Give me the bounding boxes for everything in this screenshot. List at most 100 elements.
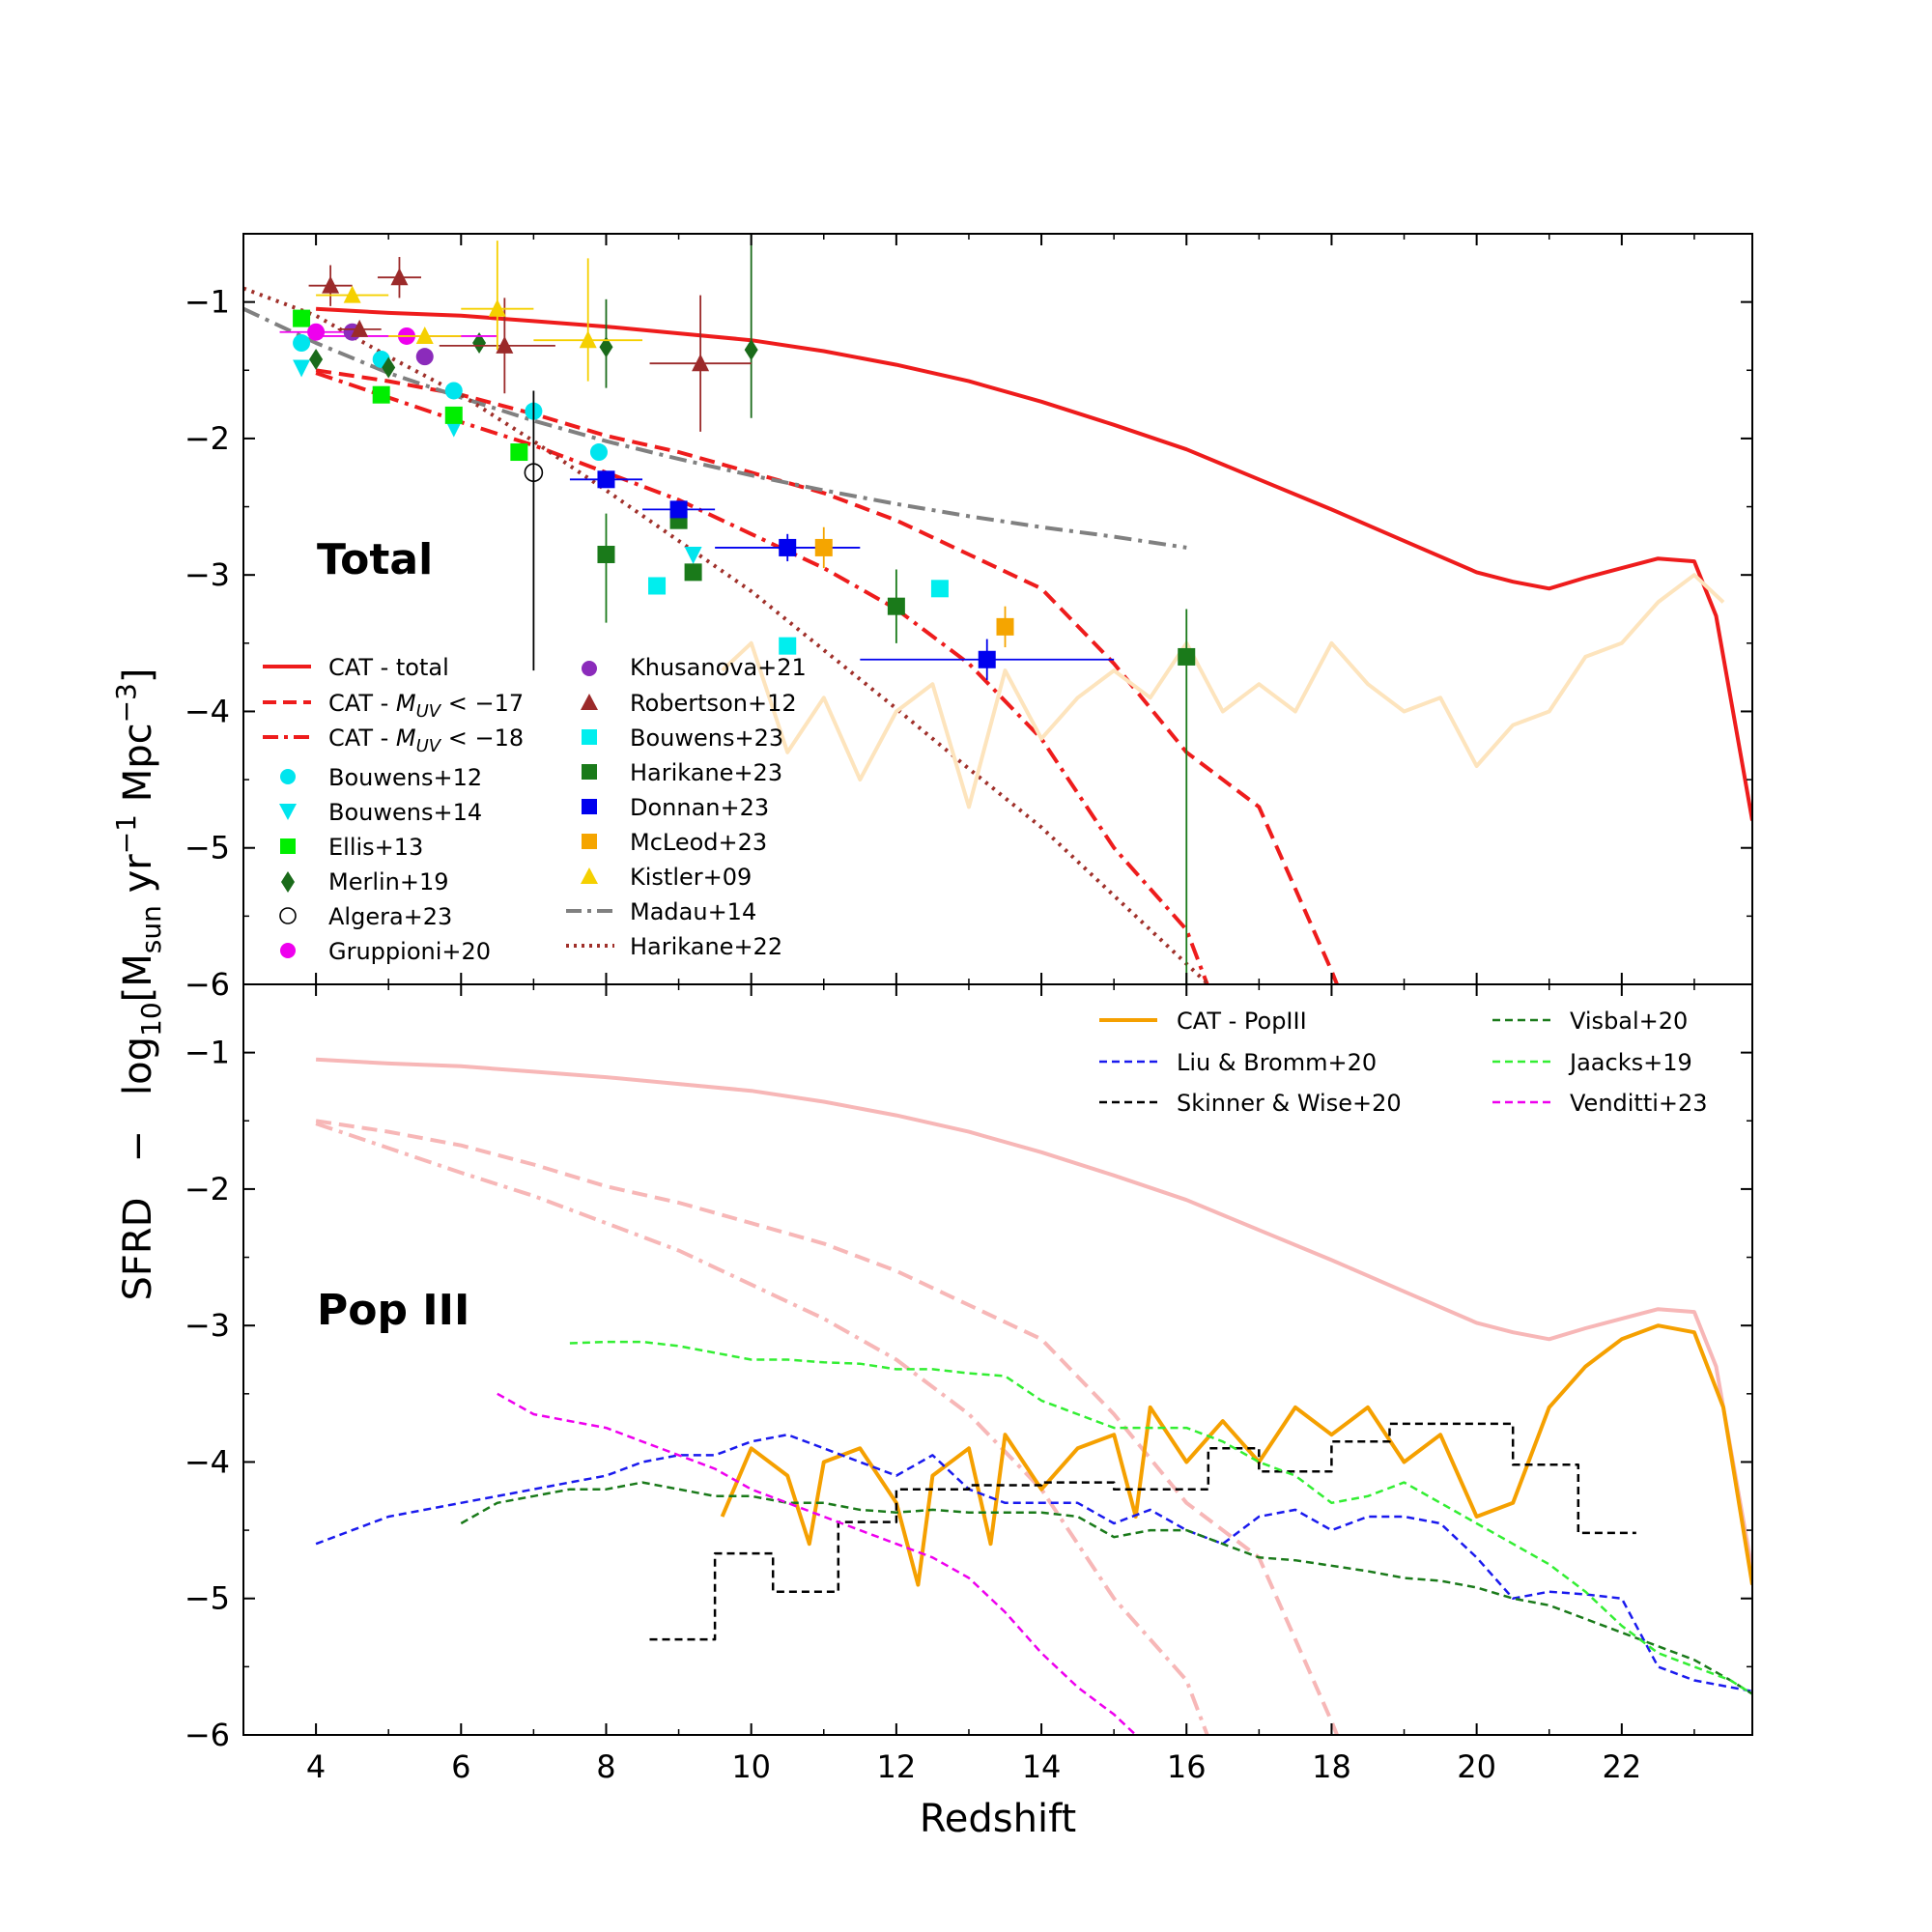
legend-item-bouwens14: Bouwens+14 <box>279 799 482 826</box>
legend-item-jaacks19: Jaacks+19 <box>1492 1049 1692 1076</box>
point-mcleod-23-1 <box>997 618 1014 636</box>
legend-cat-m18-sym: M <box>396 724 416 752</box>
legend-text-bouwens14: Bouwens+14 <box>328 799 482 826</box>
xtick-label-9: 22 <box>1602 1748 1641 1785</box>
legend-text-bouwens12: Bouwens+12 <box>328 764 482 791</box>
point-donnan-23-1 <box>670 500 688 518</box>
legend-item-liu-bromm20: Liu & Bromm+20 <box>1099 1049 1377 1076</box>
bottom-series-cat-m-uv-18-faded <box>316 1123 1223 1776</box>
top-legend: CAT - total CAT - MUV < −17 CAT - MUV < … <box>263 654 807 965</box>
legend-marker-donnan23 <box>582 799 597 814</box>
bottom-series-jaacks-19 <box>570 1342 1752 1694</box>
point-harikane-23-4 <box>1178 648 1195 666</box>
legend-text-bouwens23: Bouwens+23 <box>630 724 783 752</box>
point-robertson-12-2 <box>390 268 408 285</box>
xtick-label-4: 12 <box>877 1748 917 1785</box>
point-donnan-23-3 <box>979 651 996 668</box>
legend-marker-mcleod23 <box>582 834 597 849</box>
ytick-label-p0-1: −5 <box>185 830 230 867</box>
legend-text-liu-bromm20: Liu & Bromm+20 <box>1177 1049 1377 1076</box>
y-label-mpc: Mpc <box>116 723 160 814</box>
ytick-label-p0-0: −6 <box>185 966 230 1003</box>
legend-text-robertson12: Robertson+12 <box>630 690 797 717</box>
legend-item-cat-total: CAT - total <box>263 654 449 681</box>
legend-text-cat-total: CAT - total <box>328 654 449 681</box>
xtick-label-3: 10 <box>731 1748 771 1785</box>
y-label-mpc-sup: −3 <box>110 683 142 723</box>
x-axis-label: Redshift <box>920 1797 1076 1841</box>
top-series-madau-14 <box>243 309 1186 548</box>
point-bouwens-12-0 <box>293 334 310 352</box>
ytick-label-p1-4: −2 <box>185 1171 230 1208</box>
point-kistler-09-3 <box>580 330 597 348</box>
ytick-label-p0-4: −2 <box>185 420 230 457</box>
legend-text-madau14: Madau+14 <box>630 898 756 925</box>
point-kistler-09-1 <box>416 327 434 344</box>
y-label-log-sub: 10 <box>135 1002 167 1037</box>
legend-marker-merlin19 <box>281 871 295 893</box>
ytick-label-p0-3: −3 <box>185 556 230 593</box>
legend-cat-m17-pre: CAT - <box>328 690 396 717</box>
legend-text-visbal20: Visbal+20 <box>1570 1008 1688 1035</box>
xtick-label-1: 6 <box>451 1748 470 1785</box>
legend-marker-kistler09 <box>581 867 598 884</box>
legend-item-harikane23: Harikane+23 <box>582 759 782 786</box>
legend-item-venditti23: Venditti+23 <box>1492 1090 1708 1117</box>
y-axis-label: SFRD−log10[Msun yr−1 Mpc−3] <box>110 668 167 1301</box>
point-ellis-13-0 <box>293 310 310 327</box>
ytick-label-p1-3: −3 <box>185 1307 230 1344</box>
ytick-label-p1-2: −4 <box>185 1443 230 1480</box>
legend-text-skinner-wise20: Skinner & Wise+20 <box>1177 1090 1402 1117</box>
point-kistler-09-0 <box>344 286 361 303</box>
y-label-sfrd: SFRD <box>116 1197 160 1300</box>
bottom-legend: CAT - PopIII Liu & Bromm+20 Skinner & Wi… <box>1099 1008 1708 1117</box>
ytick-label-p1-0: −6 <box>185 1717 230 1753</box>
legend-text-gruppioni20: Gruppioni+20 <box>328 938 491 965</box>
y-label-dash: − <box>116 1130 160 1163</box>
ytick-label-p0-5: −1 <box>185 284 230 321</box>
y-label-open: [M <box>116 953 160 1002</box>
legend-text-cat-popiii: CAT - PopIII <box>1177 1008 1307 1035</box>
legend-item-madau14: Madau+14 <box>566 898 756 925</box>
legend-item-mcleod23: McLeod+23 <box>582 829 767 856</box>
legend-text-ellis13: Ellis+13 <box>328 834 423 861</box>
legend-text-harikane23: Harikane+23 <box>630 759 782 786</box>
point-donnan-23-0 <box>597 470 614 488</box>
legend-cat-m17-sub: UV <box>416 701 442 722</box>
legend-text-khusanova21: Khusanova+21 <box>630 654 807 681</box>
point-robertson-12-0 <box>322 276 339 294</box>
panel-label-popiii: Pop III <box>317 1286 469 1335</box>
legend-item-robertson12: Robertson+12 <box>581 690 797 717</box>
top-series-cat-total <box>316 309 1752 821</box>
legend-text-cat-m17: CAT - MUV < −17 <box>328 690 524 722</box>
ytick-label-p1-1: −5 <box>185 1580 230 1617</box>
bottom-series-liu-bromm-20 <box>316 1435 1752 1691</box>
point-harikane-23-2 <box>685 563 702 581</box>
point-ellis-13-3 <box>510 443 527 461</box>
legend-item-visbal20: Visbal+20 <box>1492 1008 1688 1035</box>
point-harikane-23-3 <box>888 598 905 615</box>
point-bouwens-23-1 <box>779 638 796 655</box>
point-bouwens-14-0 <box>293 359 310 377</box>
xtick-label-2: 8 <box>596 1748 615 1785</box>
legend-marker-bouwens23 <box>582 729 597 745</box>
legend-item-donnan23: Donnan+23 <box>582 794 769 821</box>
point-bouwens-14-2 <box>685 547 702 564</box>
legend-item-ellis13: Ellis+13 <box>280 834 423 861</box>
legend-text-donnan23: Donnan+23 <box>630 794 769 821</box>
legend-item-skinner-wise20: Skinner & Wise+20 <box>1099 1090 1402 1117</box>
sfrd-figure: −6−5−4−3−2−1−6−5−4−3−2−14 6 8 10 12 14 16 18 20 2… <box>0 0 1932 1932</box>
point-kistler-09-2 <box>489 299 506 317</box>
point-bouwens-23-0 <box>648 577 666 594</box>
bottom-series-cat-popiii <box>723 1325 1752 1584</box>
legend-item-khusanova21: Khusanova+21 <box>582 654 807 681</box>
legend-item-cat-m18: CAT - MUV < −18 <box>263 724 524 756</box>
y-label-sun-sub: sun <box>135 905 167 953</box>
legend-item-algera23: Algera+23 <box>280 903 452 930</box>
legend-item-bouwens23: Bouwens+23 <box>582 724 783 752</box>
legend-marker-algera23 <box>280 908 296 923</box>
xtick-label-5: 14 <box>1022 1748 1062 1785</box>
legend-text-cat-m18: CAT - MUV < −18 <box>328 724 524 756</box>
point-robertson-12-4 <box>692 354 709 371</box>
legend-item-kistler09: Kistler+09 <box>581 864 752 891</box>
